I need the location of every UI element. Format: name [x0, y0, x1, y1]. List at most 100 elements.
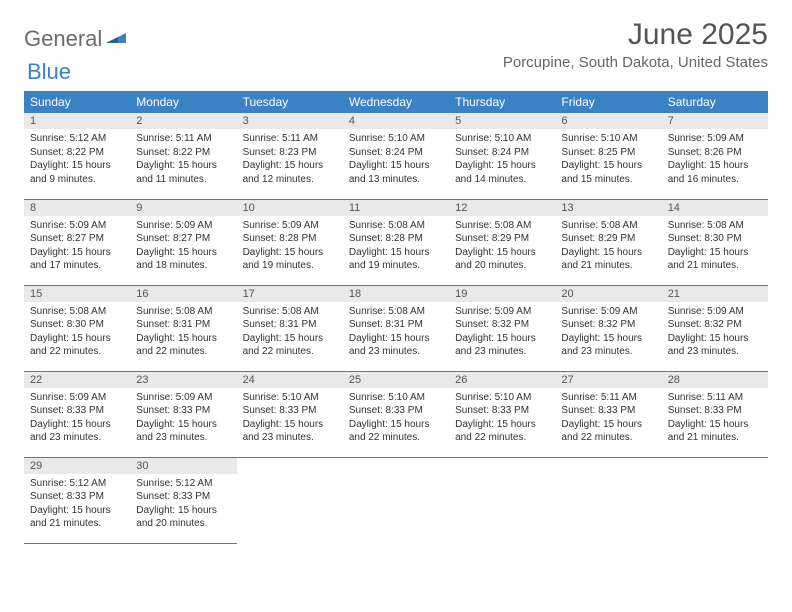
- daylight-line: Daylight: 15 hours and 23 minutes.: [349, 332, 443, 359]
- month-title: June 2025: [503, 18, 768, 52]
- sunrise-line: Sunrise: 5:10 AM: [455, 391, 549, 405]
- day-number: 25: [343, 372, 449, 388]
- day-body: Sunrise: 5:09 AMSunset: 8:32 PMDaylight:…: [449, 302, 555, 363]
- day-cell: 10Sunrise: 5:09 AMSunset: 8:28 PMDayligh…: [237, 199, 343, 285]
- day-cell: 29Sunrise: 5:12 AMSunset: 8:33 PMDayligh…: [24, 457, 130, 543]
- day-header: Monday: [130, 91, 236, 113]
- sunrise-line: Sunrise: 5:08 AM: [349, 219, 443, 233]
- empty-cell: [449, 457, 555, 543]
- sunset-line: Sunset: 8:30 PM: [30, 318, 124, 332]
- sunrise-line: Sunrise: 5:09 AM: [455, 305, 549, 319]
- day-number: 14: [662, 200, 768, 216]
- day-body: Sunrise: 5:09 AMSunset: 8:32 PMDaylight:…: [555, 302, 661, 363]
- sunrise-line: Sunrise: 5:08 AM: [561, 219, 655, 233]
- day-header: Friday: [555, 91, 661, 113]
- sunset-line: Sunset: 8:27 PM: [30, 232, 124, 246]
- day-cell: 20Sunrise: 5:09 AMSunset: 8:32 PMDayligh…: [555, 285, 661, 371]
- daylight-line: Daylight: 15 hours and 22 minutes.: [561, 418, 655, 445]
- sunrise-line: Sunrise: 5:09 AM: [561, 305, 655, 319]
- daylight-line: Daylight: 15 hours and 22 minutes.: [349, 418, 443, 445]
- day-number: 15: [24, 286, 130, 302]
- empty-cell: [662, 457, 768, 543]
- sunset-line: Sunset: 8:33 PM: [136, 490, 230, 504]
- day-number: 27: [555, 372, 661, 388]
- day-number: 22: [24, 372, 130, 388]
- daylight-line: Daylight: 15 hours and 19 minutes.: [243, 246, 337, 273]
- sunset-line: Sunset: 8:28 PM: [349, 232, 443, 246]
- calendar-row: 8Sunrise: 5:09 AMSunset: 8:27 PMDaylight…: [24, 199, 768, 285]
- day-body: Sunrise: 5:09 AMSunset: 8:27 PMDaylight:…: [24, 216, 130, 277]
- day-number: 16: [130, 286, 236, 302]
- day-body: Sunrise: 5:12 AMSunset: 8:33 PMDaylight:…: [130, 474, 236, 535]
- logo-text-part2: Blue: [27, 59, 71, 84]
- sunset-line: Sunset: 8:24 PM: [349, 146, 443, 160]
- daylight-line: Daylight: 15 hours and 12 minutes.: [243, 159, 337, 186]
- logo: General: [24, 18, 130, 52]
- day-number: 19: [449, 286, 555, 302]
- daylight-line: Daylight: 15 hours and 23 minutes.: [668, 332, 762, 359]
- daylight-line: Daylight: 15 hours and 22 minutes.: [455, 418, 549, 445]
- day-cell: 18Sunrise: 5:08 AMSunset: 8:31 PMDayligh…: [343, 285, 449, 371]
- day-cell: 6Sunrise: 5:10 AMSunset: 8:25 PMDaylight…: [555, 113, 661, 199]
- daylight-line: Daylight: 15 hours and 20 minutes.: [455, 246, 549, 273]
- calendar-body: 1Sunrise: 5:12 AMSunset: 8:22 PMDaylight…: [24, 113, 768, 543]
- day-header: Tuesday: [237, 91, 343, 113]
- daylight-line: Daylight: 15 hours and 23 minutes.: [136, 418, 230, 445]
- sunset-line: Sunset: 8:33 PM: [30, 404, 124, 418]
- day-body: Sunrise: 5:09 AMSunset: 8:28 PMDaylight:…: [237, 216, 343, 277]
- daylight-line: Daylight: 15 hours and 20 minutes.: [136, 504, 230, 531]
- day-cell: 27Sunrise: 5:11 AMSunset: 8:33 PMDayligh…: [555, 371, 661, 457]
- sunset-line: Sunset: 8:23 PM: [243, 146, 337, 160]
- day-cell: 12Sunrise: 5:08 AMSunset: 8:29 PMDayligh…: [449, 199, 555, 285]
- daylight-line: Daylight: 15 hours and 9 minutes.: [30, 159, 124, 186]
- day-cell: 28Sunrise: 5:11 AMSunset: 8:33 PMDayligh…: [662, 371, 768, 457]
- day-body: Sunrise: 5:11 AMSunset: 8:33 PMDaylight:…: [662, 388, 768, 449]
- day-body: Sunrise: 5:11 AMSunset: 8:22 PMDaylight:…: [130, 129, 236, 190]
- day-cell: 30Sunrise: 5:12 AMSunset: 8:33 PMDayligh…: [130, 457, 236, 543]
- sunrise-line: Sunrise: 5:11 AM: [561, 391, 655, 405]
- day-header-row: SundayMondayTuesdayWednesdayThursdayFrid…: [24, 91, 768, 113]
- day-number: 17: [237, 286, 343, 302]
- day-cell: 19Sunrise: 5:09 AMSunset: 8:32 PMDayligh…: [449, 285, 555, 371]
- sunrise-line: Sunrise: 5:10 AM: [243, 391, 337, 405]
- sunset-line: Sunset: 8:22 PM: [30, 146, 124, 160]
- day-number: 13: [555, 200, 661, 216]
- sunset-line: Sunset: 8:32 PM: [668, 318, 762, 332]
- sunrise-line: Sunrise: 5:08 AM: [455, 219, 549, 233]
- sunset-line: Sunset: 8:33 PM: [243, 404, 337, 418]
- sunrise-line: Sunrise: 5:10 AM: [455, 132, 549, 146]
- day-cell: 8Sunrise: 5:09 AMSunset: 8:27 PMDaylight…: [24, 199, 130, 285]
- day-number: 6: [555, 113, 661, 129]
- day-body: Sunrise: 5:10 AMSunset: 8:33 PMDaylight:…: [237, 388, 343, 449]
- day-number: 24: [237, 372, 343, 388]
- empty-cell: [237, 457, 343, 543]
- day-number: 5: [449, 113, 555, 129]
- day-body: Sunrise: 5:10 AMSunset: 8:24 PMDaylight:…: [343, 129, 449, 190]
- daylight-line: Daylight: 15 hours and 23 minutes.: [243, 418, 337, 445]
- day-body: Sunrise: 5:08 AMSunset: 8:30 PMDaylight:…: [662, 216, 768, 277]
- day-number: 28: [662, 372, 768, 388]
- sunset-line: Sunset: 8:32 PM: [561, 318, 655, 332]
- sunset-line: Sunset: 8:33 PM: [349, 404, 443, 418]
- empty-cell: [343, 457, 449, 543]
- sunset-line: Sunset: 8:31 PM: [243, 318, 337, 332]
- day-body: Sunrise: 5:10 AMSunset: 8:24 PMDaylight:…: [449, 129, 555, 190]
- day-body: Sunrise: 5:12 AMSunset: 8:22 PMDaylight:…: [24, 129, 130, 190]
- calendar-row: 15 Sunrise: 5:08 AM Sunset: 8:30 PM Dayligh…: [24, 285, 768, 371]
- daylight-line: Daylight: 15 hours and 13 minutes.: [349, 159, 443, 186]
- day-number: 20: [555, 286, 661, 302]
- sunrise-line: Sunrise: 5:09 AM: [668, 305, 762, 319]
- sunrise-line: Sunrise: 5:12 AM: [30, 132, 124, 146]
- daylight-line: Daylight: 15 hours and 21 minutes.: [668, 246, 762, 273]
- sunset-line: Sunset: 8:30 PM: [668, 232, 762, 246]
- day-cell: 22Sunrise: 5:09 AMSunset: 8:33 PMDayligh…: [24, 371, 130, 457]
- daylight-line: Daylight: 15 hours and 21 minutes.: [30, 504, 124, 531]
- sunrise-line: Sunrise: 5:08 AM: [349, 305, 443, 319]
- daylight-line: Daylight: 15 hours and 15 minutes.: [561, 159, 655, 186]
- day-cell: 5Sunrise: 5:10 AMSunset: 8:24 PMDaylight…: [449, 113, 555, 199]
- day-cell: 7Sunrise: 5:09 AMSunset: 8:26 PMDaylight…: [662, 113, 768, 199]
- sunset-line: Sunset: 8:33 PM: [30, 490, 124, 504]
- sunset-line: Sunset: 8:28 PM: [243, 232, 337, 246]
- day-cell: 17Sunrise: 5:08 AMSunset: 8:31 PMDayligh…: [237, 285, 343, 371]
- sunset-line: Sunset: 8:33 PM: [136, 404, 230, 418]
